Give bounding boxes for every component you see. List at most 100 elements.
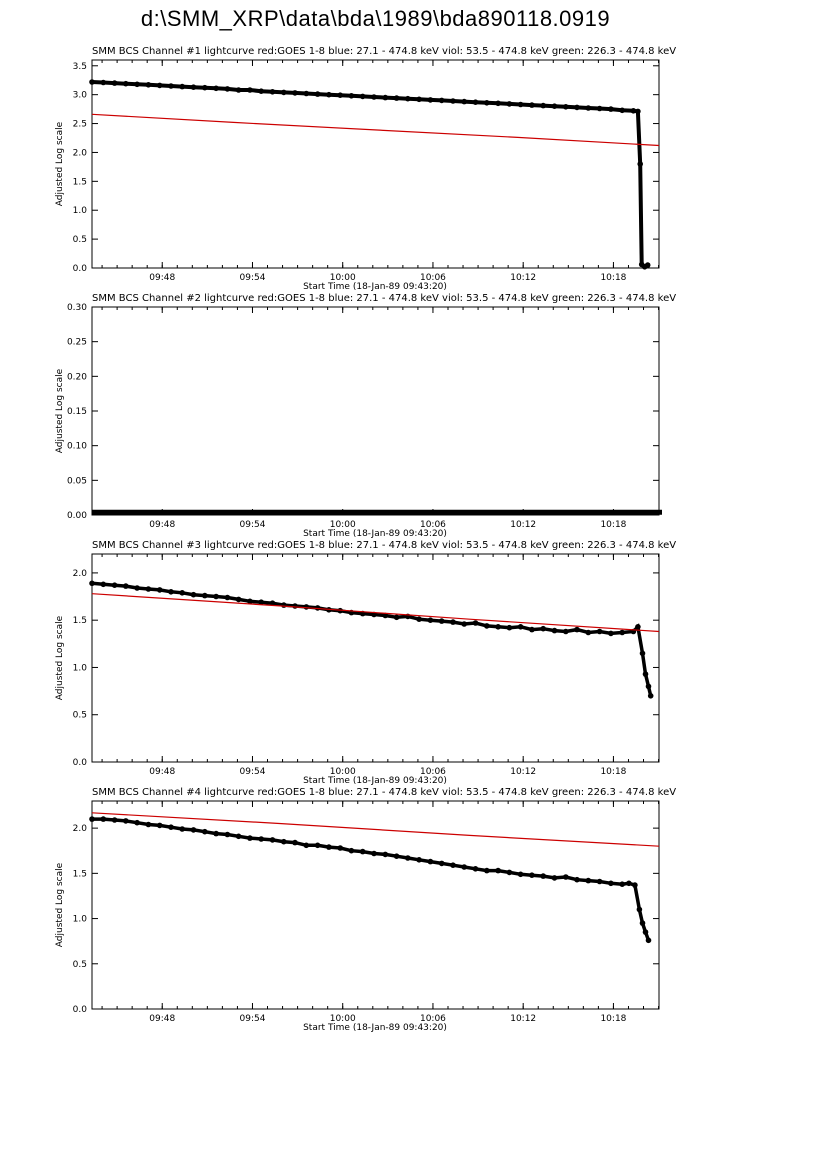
data-point xyxy=(495,100,501,107)
data-point xyxy=(450,98,456,104)
data-point xyxy=(281,89,287,96)
chart-panel-2: SMM BCS Channel #2 lightcurve red:GOES 1… xyxy=(0,291,826,538)
data-point xyxy=(635,624,641,630)
series-goes-1-8 xyxy=(91,113,660,147)
y-tick-label: 0.0 xyxy=(73,1005,88,1015)
chart-title: SMM BCS Channel #2 lightcurve red:GOES 1… xyxy=(92,293,676,304)
chart-panel-1: SMM BCS Channel #1 lightcurve red:GOES 1… xyxy=(0,44,826,291)
x-tick-label: 09:54 xyxy=(240,520,266,530)
data-point xyxy=(145,821,152,828)
x-axis-label: Start Time (18-Jan-89 09:43:20) xyxy=(303,776,447,785)
y-tick-label: 2.5 xyxy=(73,120,87,130)
y-tick-label: 0.05 xyxy=(67,476,87,486)
series-goes-1-8 xyxy=(91,812,660,847)
data-point xyxy=(89,580,95,587)
data-point xyxy=(574,626,580,633)
y-axis-label: Adjusted Log scale xyxy=(55,615,65,700)
x-tick-label: 09:48 xyxy=(149,520,175,530)
data-point xyxy=(292,603,298,609)
data-point xyxy=(393,614,400,621)
series xyxy=(89,812,660,944)
data-point xyxy=(517,101,524,108)
data-point xyxy=(382,94,389,101)
axes: 09:48 09:54 10:00 10:06 10:12 10:18 0.00 0.05 0.… xyxy=(67,303,660,530)
data-point xyxy=(472,620,479,626)
data-point xyxy=(416,96,422,103)
data-point xyxy=(642,929,649,935)
data-point xyxy=(371,850,377,857)
y-axis-label: Adjusted Log scale xyxy=(55,121,65,206)
data-point xyxy=(484,100,490,106)
y-tick-label: 0.10 xyxy=(67,442,87,452)
y-tick-label: 0.0 xyxy=(73,758,88,768)
data-point xyxy=(551,627,558,634)
data-point xyxy=(314,91,321,97)
data-point xyxy=(145,82,152,88)
data-point xyxy=(348,93,355,99)
data-point xyxy=(608,880,614,887)
data-point xyxy=(563,874,569,880)
data-point xyxy=(506,101,513,107)
data-point xyxy=(461,98,468,105)
plot-box xyxy=(91,800,660,1010)
data-point xyxy=(416,616,422,622)
data-point xyxy=(529,626,535,633)
data-point xyxy=(484,623,490,629)
series-bcs-lightcurve xyxy=(92,817,651,941)
chart-panel-4: SMM BCS Channel #4 lightcurve red:GOES 1… xyxy=(0,785,826,1032)
data-point xyxy=(393,853,400,859)
data-point xyxy=(292,90,298,96)
x-tick-label: 09:54 xyxy=(240,1014,266,1024)
series-bcs-lightcurve xyxy=(91,80,649,270)
data-point xyxy=(585,105,592,111)
data-point xyxy=(506,624,513,631)
data-point xyxy=(179,83,185,90)
data-point xyxy=(213,85,219,92)
channel-3-lightcurve-plot: SMM BCS Channel #3 lightcurve red:GOES 1… xyxy=(55,540,676,785)
chart-title: SMM BCS Channel #1 lightcurve red:GOES 1… xyxy=(92,46,676,57)
data-point xyxy=(540,873,546,879)
series-goes-1-8 xyxy=(91,593,660,633)
x-axis-label: Start Time (18-Jan-89 09:43:20) xyxy=(303,282,447,291)
data-point xyxy=(450,862,456,868)
y-tick-label: 2.0 xyxy=(73,824,88,834)
data-point xyxy=(645,937,652,944)
y-tick-label: 0.5 xyxy=(73,711,87,721)
axes: 09:48 09:54 10:00 10:06 10:12 10:18 0.0 0.5 1.0 1… xyxy=(73,59,660,283)
y-tick-label: 1.0 xyxy=(73,206,88,216)
data-point xyxy=(484,867,490,874)
data-point xyxy=(619,629,625,636)
data-point xyxy=(608,630,614,637)
y-tick-label: 0.0 xyxy=(73,264,88,274)
data-point xyxy=(123,818,129,824)
data-point xyxy=(472,866,479,872)
x-tick-label: 10:00 xyxy=(330,1014,356,1024)
x-tick-label: 09:48 xyxy=(149,767,175,777)
x-tick-label: 09:48 xyxy=(149,273,175,283)
data-point xyxy=(168,83,174,89)
data-point xyxy=(529,872,535,878)
data-point xyxy=(235,596,242,603)
data-point xyxy=(382,612,389,619)
y-tick-label: 1.5 xyxy=(73,616,87,626)
data-point xyxy=(258,836,265,842)
data-point xyxy=(224,86,231,92)
axes: 09:48 09:54 10:00 10:06 10:12 10:18 0.0 0.5 1.0 1… xyxy=(73,800,660,1024)
data-point xyxy=(145,586,152,592)
data-point xyxy=(427,617,434,623)
data-point xyxy=(134,819,140,826)
data-point xyxy=(111,817,118,823)
chart-title: SMM BCS Channel #4 lightcurve red:GOES 1… xyxy=(92,787,676,798)
data-point xyxy=(123,80,129,87)
data-point xyxy=(551,103,558,109)
data-point xyxy=(123,583,129,589)
data-point xyxy=(190,591,197,598)
data-point xyxy=(303,842,310,849)
data-point xyxy=(314,842,321,849)
data-point xyxy=(202,592,208,599)
x-tick-label: 09:54 xyxy=(240,273,266,283)
x-tick-label: 10:00 xyxy=(330,767,356,777)
x-tick-label: 10:12 xyxy=(510,273,536,283)
x-tick-label: 09:48 xyxy=(149,1014,175,1024)
x-tick-label: 10:18 xyxy=(600,767,626,777)
